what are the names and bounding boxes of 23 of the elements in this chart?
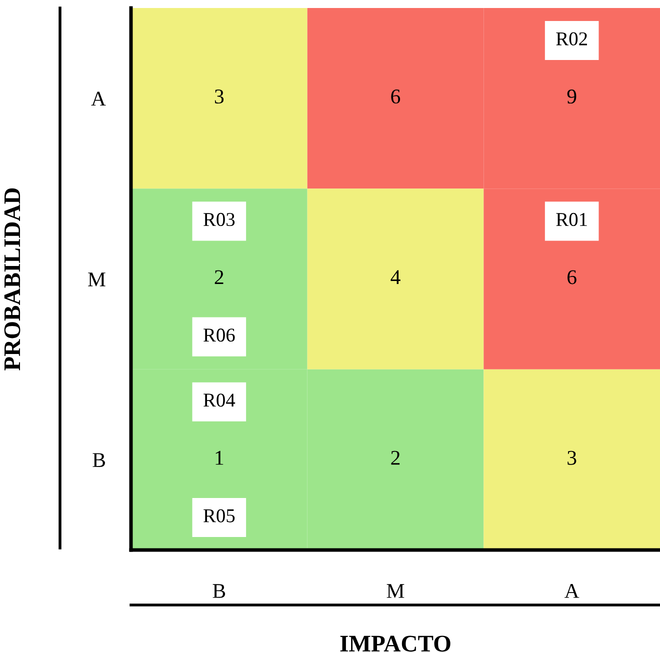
x-axis-title: IMPACTO <box>340 636 450 652</box>
annotation: R06 <box>204 328 235 342</box>
data-label: 3 <box>214 90 224 104</box>
data-label: 3 <box>568 450 576 465</box>
x-tick-label: B <box>212 584 226 598</box>
data-label: 6 <box>568 270 576 284</box>
annotation: R03 <box>204 212 235 226</box>
y-tick-label: M <box>88 272 106 286</box>
data-label: 2 <box>214 270 224 284</box>
y-tick-label: A <box>91 92 106 106</box>
y-tick-label: B <box>92 453 105 467</box>
data-label: 1 <box>216 450 224 465</box>
data-label: 2 <box>391 450 400 465</box>
annotation: R04 <box>204 394 236 407</box>
data-label: 4 <box>390 270 400 284</box>
x-tick-label: M <box>386 584 404 598</box>
x-tick-label: A <box>564 584 580 598</box>
annotation: R05 <box>204 509 235 522</box>
annotation: R01 <box>556 212 587 226</box>
data-label: 9 <box>567 90 576 104</box>
y-axis-title: PROBABILIDAD <box>4 188 20 370</box>
annotation: R02 <box>556 32 587 46</box>
data-label: 6 <box>391 90 400 104</box>
